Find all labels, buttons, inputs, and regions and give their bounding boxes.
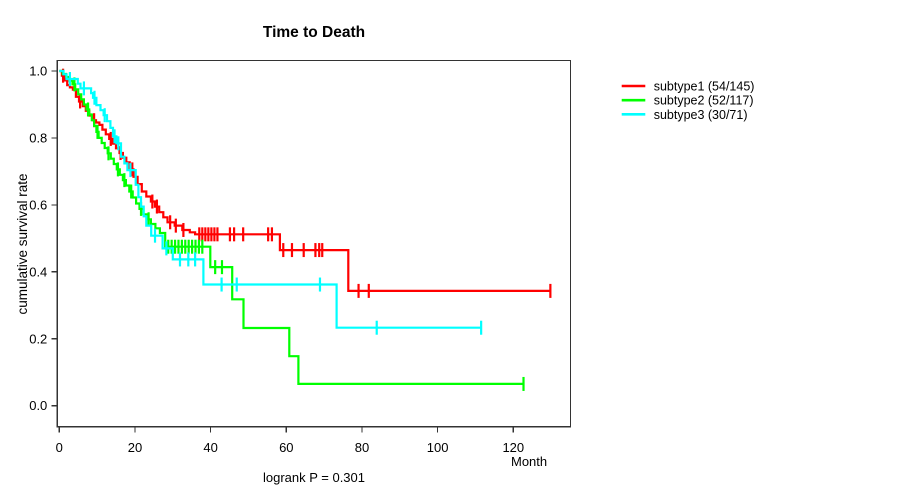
x-tick-label: 80 <box>355 440 369 455</box>
legend-label: subtype2 (52/117) <box>654 94 754 108</box>
x-tick-label: 20 <box>128 440 142 455</box>
y-axis-label: cumulative survival rate <box>15 173 30 314</box>
logrank-annotation: logrank P = 0.301 <box>263 470 365 485</box>
x-axis: 0 20 40 60 80 100 120 <box>56 426 524 455</box>
y-axis: 1.0 0.8 0.6 0.4 0.2 0.0 <box>29 64 58 413</box>
y-tick-label: 0.8 <box>29 130 47 145</box>
legend-label: subtype1 (54/145) <box>654 80 755 94</box>
survival-curve-subtype1 <box>59 69 551 292</box>
survival-curve-subtype2 <box>59 69 524 385</box>
x-tick-label: 40 <box>203 440 217 455</box>
chart-title: Time to Death <box>263 24 365 41</box>
y-tick-label: 1.0 <box>29 64 47 79</box>
y-tick-label: 0.6 <box>29 197 47 212</box>
x-tick-label: 60 <box>279 440 293 455</box>
legend-label: subtype3 (30/71) <box>654 108 748 122</box>
censor-ticks-subtype2 <box>73 77 525 391</box>
survival-curve-subtype3 <box>59 69 482 329</box>
x-tick-label: 100 <box>427 440 449 455</box>
x-tick-label: 120 <box>502 440 524 455</box>
y-tick-label: 0.4 <box>29 264 47 279</box>
censor-ticks-subtype3 <box>68 72 483 335</box>
y-tick-label: 0.2 <box>29 331 47 346</box>
x-axis-label: Month <box>511 454 547 469</box>
plot-box <box>56 59 572 428</box>
y-tick-label: 0.0 <box>29 398 47 413</box>
legend: subtype1 (54/145)subtype2 (52/117)subtyp… <box>621 80 755 122</box>
x-tick-label: 0 <box>56 440 63 455</box>
survival-curves <box>59 68 552 391</box>
